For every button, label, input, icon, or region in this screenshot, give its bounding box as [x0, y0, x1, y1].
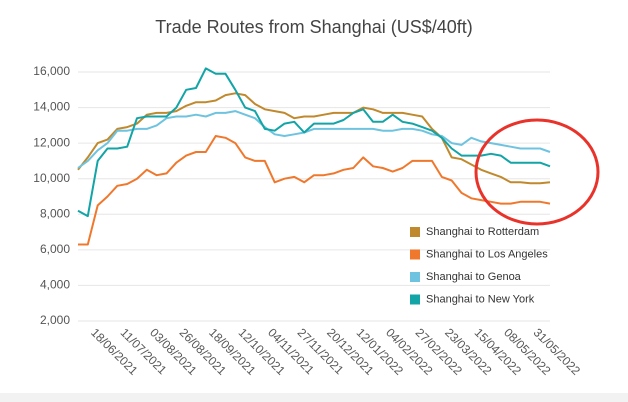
plot: 2,000 4,000 6,000 8,000 10,000 12,000 14,000 16…: [33, 64, 583, 378]
y-tick-label: 14,000: [33, 100, 70, 114]
legend-label: Shanghai to New York: [426, 293, 535, 305]
legend-label: Shanghai to Los Angeles: [426, 248, 548, 260]
y-tick-label: 4,000: [40, 278, 70, 292]
y-tick-label: 12,000: [33, 135, 70, 149]
chart-title: Trade Routes from Shanghai (US$/40ft): [155, 17, 473, 37]
y-tick-label: 8,000: [40, 206, 70, 220]
series-line: [78, 135, 551, 246]
legend-swatch: [410, 249, 420, 260]
legend-swatch: [410, 272, 420, 282]
y-tick-label: 2,000: [40, 313, 70, 327]
legend-swatch: [410, 294, 420, 305]
footer-band: [0, 393, 628, 402]
legend-label: Shanghai to Rotterdam: [426, 226, 539, 238]
series-line: [77, 92, 551, 185]
y-tick-label: 16,000: [33, 64, 70, 78]
legend-swatch: [410, 227, 420, 237]
series-line: [77, 110, 551, 169]
legend-label: Shanghai to Genoa: [426, 271, 522, 283]
y-tick-label: 10,000: [33, 171, 70, 185]
series-line: [77, 67, 551, 218]
highlight-ellipse: [474, 118, 600, 226]
y-tick-label: 6,000: [40, 242, 70, 256]
